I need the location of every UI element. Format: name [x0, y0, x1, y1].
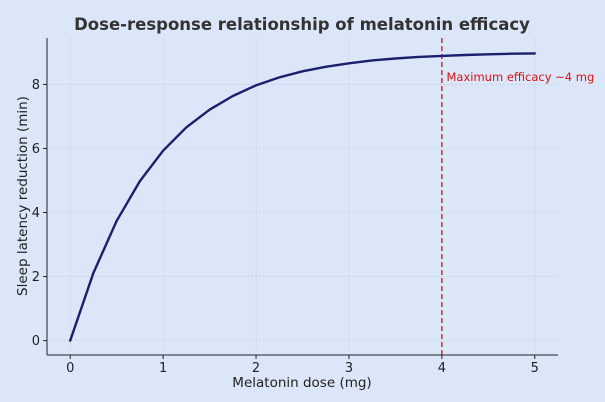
y-tick-label-8: 8	[32, 78, 40, 93]
chart-title: Dose-response relationship of melatonin …	[74, 15, 530, 34]
x-tick-label-0: 0	[66, 361, 74, 376]
series-line	[69, 52, 536, 342]
ticks: 0 1 2 3 4 5 0 2 4 6 8	[32, 78, 539, 376]
x-tick-label-2: 2	[252, 361, 260, 376]
y-axis-label: Sleep latency reduction (min)	[15, 96, 31, 296]
x-tick-label-4: 4	[438, 361, 446, 376]
grid	[47, 38, 558, 355]
x-axis-label: Melatonin dose (mg)	[232, 375, 371, 391]
annotations: Maximum efficacy ~4 mg	[441, 38, 595, 355]
x-tick-label-5: 5	[531, 361, 539, 376]
x-tick-label-3: 3	[345, 361, 353, 376]
max-efficacy-annotation: Maximum efficacy ~4 mg	[447, 70, 595, 84]
y-tick-label-4: 4	[32, 206, 40, 221]
x-tick-label-1: 1	[159, 361, 167, 376]
y-tick-label-6: 6	[32, 142, 40, 157]
y-tick-label-2: 2	[32, 270, 40, 285]
axes	[46, 38, 558, 356]
y-tick-label-0: 0	[32, 334, 40, 349]
